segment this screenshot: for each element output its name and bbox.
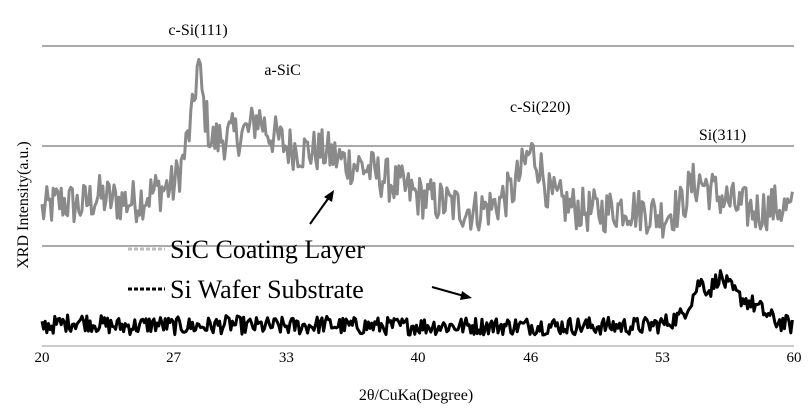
legend: SiC Coating Layer Si Wafer Substrate bbox=[128, 235, 365, 304]
peak-label-1: a-SiC bbox=[264, 62, 300, 79]
peak-label-2: c-Si(220) bbox=[510, 99, 570, 116]
arrow-to-sic-series-head bbox=[324, 190, 334, 202]
arrow-to-si-series bbox=[431, 286, 465, 297]
arrow-to-si-series-head bbox=[460, 291, 472, 300]
peak-label-3: Si(311) bbox=[699, 127, 746, 144]
y-axis-title: XRD Intensity(a.u.) bbox=[15, 141, 32, 269]
annotation-arrows bbox=[309, 190, 472, 300]
x-tick-label-6: 60 bbox=[787, 350, 802, 366]
x-tick-labels: 20 27 33 40 46 53 60 bbox=[35, 350, 802, 366]
data-series bbox=[40, 58, 794, 337]
x-tick-label-0: 20 bbox=[35, 350, 50, 366]
legend-label-sic: SiC Coating Layer bbox=[170, 235, 365, 264]
x-tick-label-1: 27 bbox=[166, 350, 182, 366]
legend-label-si: Si Wafer Substrate bbox=[170, 275, 364, 304]
series-line-0 bbox=[40, 58, 794, 239]
x-tick-label-4: 46 bbox=[523, 350, 539, 366]
x-tick-label-5: 53 bbox=[655, 350, 670, 366]
peak-labels: c-Si(111) a-SiC c-Si(220) Si(311) bbox=[168, 22, 746, 144]
arrow-to-sic-series bbox=[309, 195, 331, 225]
peak-label-0: c-Si(111) bbox=[168, 22, 227, 39]
x-tick-label-2: 33 bbox=[279, 350, 294, 366]
series-line-1 bbox=[40, 269, 794, 337]
x-tick-label-3: 40 bbox=[411, 350, 426, 366]
gridlines bbox=[42, 45, 794, 347]
x-axis-title: 2θ/CuKa(Degree) bbox=[359, 387, 473, 404]
